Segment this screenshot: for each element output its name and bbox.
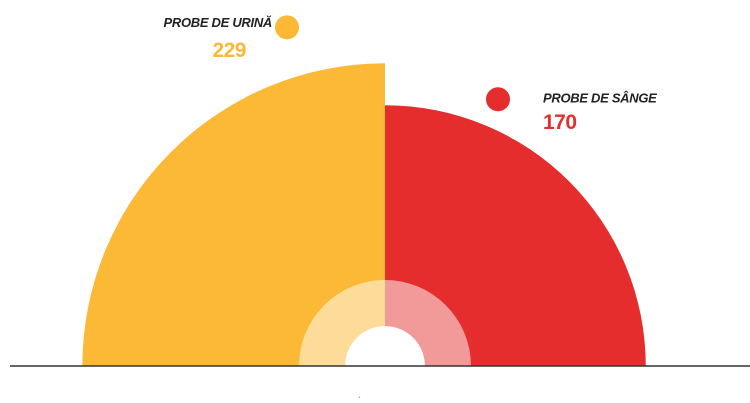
legend-label: PROBE DE SÂNGE bbox=[543, 91, 657, 106]
sector bbox=[82, 63, 385, 367]
inner-ring bbox=[385, 280, 471, 366]
legend-dot bbox=[486, 87, 510, 112]
inner-ring bbox=[299, 280, 385, 366]
value-label: 229 bbox=[212, 39, 246, 62]
legend-dot bbox=[275, 15, 299, 40]
sector bbox=[385, 105, 646, 366]
legend-label: PROBE DE URINĂ bbox=[164, 15, 272, 30]
center-hole bbox=[345, 326, 425, 403]
value-label: 170 bbox=[543, 111, 577, 134]
